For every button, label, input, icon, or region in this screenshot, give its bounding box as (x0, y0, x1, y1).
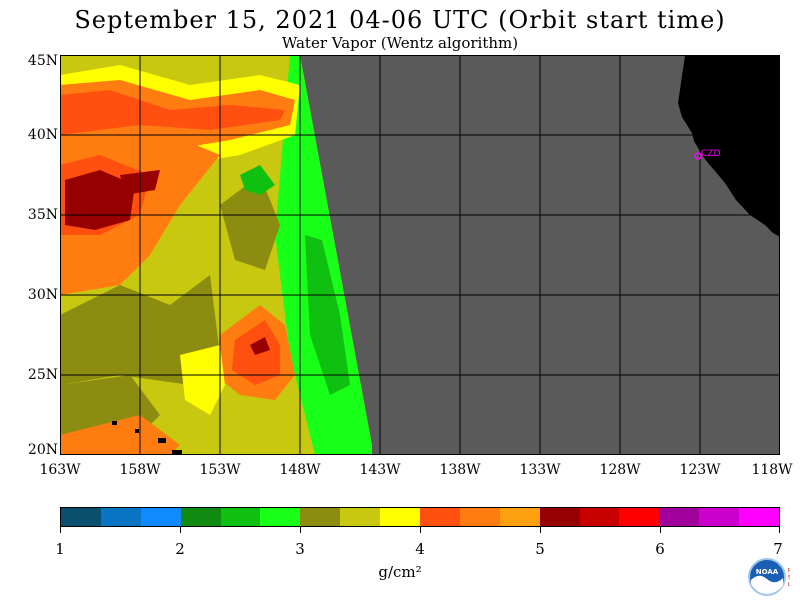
lon-label-143w: 143W (359, 462, 401, 478)
color-scale-bar (60, 507, 780, 527)
water-vapor-map: CZD (60, 55, 780, 455)
lat-label-40n: 40N (27, 127, 58, 143)
legend-swatch-16 (699, 508, 740, 526)
legend-swatch-4 (220, 508, 261, 526)
legend-tick (540, 527, 541, 533)
legend-swatch-3 (180, 508, 221, 526)
lat-lon-grid (60, 55, 780, 455)
legend-label-5: 5 (535, 540, 545, 558)
lat-label-20n: 20N (27, 442, 58, 458)
legend-swatch-2 (140, 508, 181, 526)
legend-label-3: 3 (295, 540, 305, 558)
legend-swatch-17 (739, 508, 780, 526)
legend-swatch-14 (619, 508, 660, 526)
lon-label-148w: 148W (279, 462, 321, 478)
legend-label-7: 7 (773, 540, 783, 558)
lon-label-138w: 138W (439, 462, 481, 478)
legend-swatch-8 (380, 508, 421, 526)
station-marker (694, 152, 702, 160)
north-america-land (678, 55, 780, 237)
svg-text:S: S (788, 575, 790, 581)
lon-label-133w: 133W (519, 462, 561, 478)
legend-swatch-13 (579, 508, 620, 526)
lat-label-25n: 25N (27, 367, 58, 383)
legend-swatch-7 (340, 508, 381, 526)
lat-label-30n: 30N (27, 287, 58, 303)
legend-swatch-9 (420, 508, 460, 526)
station-label: CZD (701, 149, 720, 159)
legend-label-1: 1 (55, 540, 65, 558)
legend-swatch-6 (300, 508, 341, 526)
legend-label-4: 4 (415, 540, 425, 558)
svg-text:L: L (788, 582, 790, 588)
lon-label-163w: 163W (39, 462, 81, 478)
lon-label-118w: 118W (751, 462, 793, 478)
legend-tick (779, 527, 780, 533)
lat-label-45n: 45N (27, 53, 58, 69)
legend-label-6: 6 (655, 540, 665, 558)
legend-swatch-0 (61, 508, 101, 526)
legend-label-2: 2 (175, 540, 185, 558)
lon-label-158w: 158W (119, 462, 161, 478)
legend-swatch-11 (499, 508, 540, 526)
legend-swatch-10 (459, 508, 500, 526)
map-subtitle: Water Vapor (Wentz algorithm) (281, 34, 519, 52)
legend-tick (660, 527, 661, 533)
legend-swatch-5 (260, 508, 301, 526)
legend-swatch-12 (539, 508, 580, 526)
legend-tick (180, 527, 181, 533)
lon-label-123w: 123W (679, 462, 721, 478)
svg-text:NOAA: NOAA (756, 568, 779, 576)
hawaiian-islands (112, 421, 182, 455)
legend-swatch-1 (100, 508, 141, 526)
legend-swatch-15 (659, 508, 700, 526)
lat-label-35n: 35N (27, 207, 58, 223)
legend-tick (300, 527, 301, 533)
legend-units: g/cm² (378, 563, 422, 581)
lon-label-128w: 128W (599, 462, 641, 478)
noaa-logo: NOAA P S L (748, 558, 790, 596)
legend-tick (60, 527, 61, 533)
lon-label-153w: 153W (199, 462, 241, 478)
svg-text:P: P (788, 568, 790, 574)
legend-tick (420, 527, 421, 533)
map-title: September 15, 2021 04-06 UTC (Orbit star… (74, 6, 726, 34)
